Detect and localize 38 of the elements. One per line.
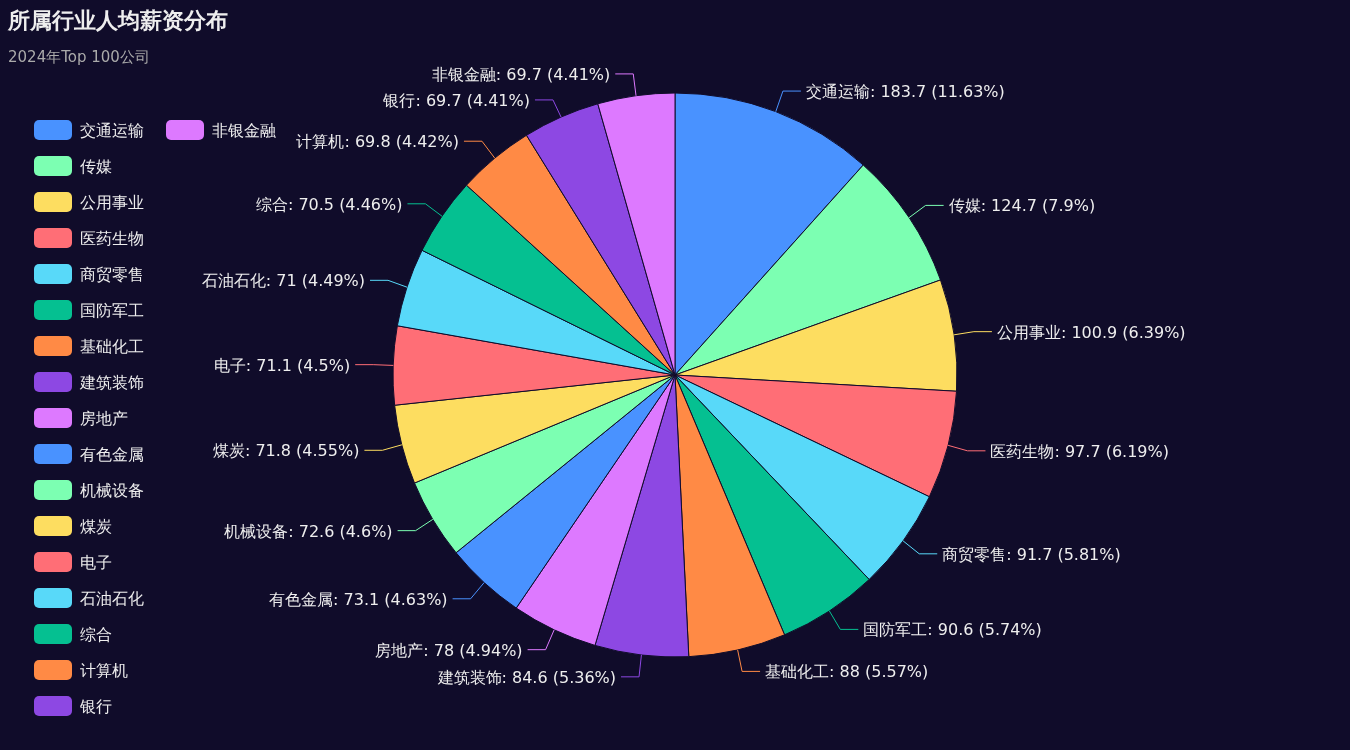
legend-label: 非银金融: [212, 121, 276, 140]
data-label: 煤炭: 71.8 (4.55%): [212, 441, 360, 461]
data-label: 传媒: 124.7 (7.9%): [948, 196, 1096, 216]
data-label: 机械设备: 72.6 (4.6%): [224, 521, 393, 541]
data-label: 石油石化: 71 (4.49%): [201, 271, 366, 291]
legend-label: 基础化工: [80, 337, 144, 356]
legend-label: 综合: [80, 625, 112, 644]
data-label: 银行: 69.7 (4.41%): [382, 90, 530, 110]
legend-label: 煤炭: [80, 517, 112, 536]
legend-label: 传媒: [80, 157, 112, 176]
data-label: 医药生物: 97.7 (6.19%): [990, 441, 1169, 461]
data-label: 有色金属: 73.1 (4.63%): [269, 589, 448, 609]
legend-label: 公用事业: [80, 193, 144, 212]
data-label: 国防军工: 90.6 (5.74%): [863, 620, 1042, 640]
legend-label: 计算机: [80, 661, 128, 680]
legend-label: 房地产: [80, 409, 128, 428]
legend-label: 国防军工: [80, 301, 144, 320]
chart-subtitle: 2024年Top 100公司: [8, 48, 150, 66]
legend-label: 交通运输: [80, 121, 144, 140]
legend-label: 医药生物: [80, 229, 144, 248]
data-label: 建筑装饰: 84.6 (5.36%): [436, 667, 617, 687]
data-label: 计算机: 69.8 (4.42%): [296, 132, 459, 152]
data-label: 电子: 71.1 (4.5%): [213, 355, 351, 375]
legend-label: 电子: [80, 553, 112, 572]
data-label: 交通运输: 183.7 (11.63%): [805, 82, 1005, 102]
legend-label: 有色金属: [80, 445, 144, 464]
legend-label: 银行: [79, 697, 112, 716]
data-label: 房地产: 78 (4.94%): [375, 640, 523, 660]
data-label: 综合: 70.5 (4.46%): [255, 194, 403, 214]
chart-title: 所属行业人均薪资分布: [7, 8, 228, 33]
legend-label: 商贸零售: [80, 265, 144, 284]
legend-label: 机械设备: [80, 481, 144, 500]
data-label: 商贸零售: 91.7 (5.81%): [942, 544, 1121, 564]
legend-label: 建筑装饰: [79, 373, 144, 392]
data-label: 基础化工: 88 (5.57%): [765, 662, 929, 682]
legend-label: 石油石化: [80, 589, 144, 608]
data-label: 公用事业: 100.9 (6.39%): [996, 322, 1186, 342]
data-label: 非银金融: 69.7 (4.41%): [431, 64, 611, 84]
